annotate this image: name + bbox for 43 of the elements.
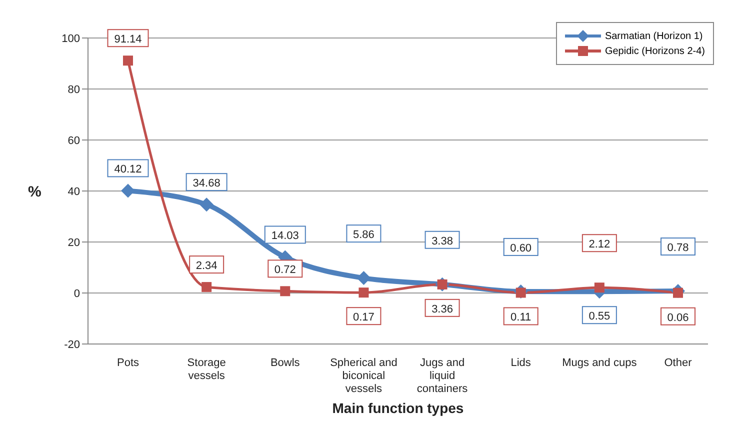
data-label: 40.12 <box>114 164 142 176</box>
x-tick-label: Bowls <box>270 357 300 369</box>
y-tick-label: 20 <box>68 236 80 249</box>
point <box>280 286 290 296</box>
x-tick-label: Storage vessels <box>187 357 226 382</box>
y-tick-label: 60 <box>68 134 80 147</box>
data-label: 2.12 <box>588 238 610 251</box>
x-tick-label: Spherical and biconical vessels <box>330 357 398 395</box>
data-label: 0.11 <box>510 312 532 324</box>
x-axis-title: Main function types <box>332 400 464 416</box>
data-label: 0.72 <box>274 264 296 276</box>
point <box>594 282 604 293</box>
x-tick-label: Jugs and liquid containers <box>416 357 468 395</box>
point <box>200 198 214 212</box>
point <box>123 56 133 66</box>
legend-label: Gepidic (Horizons 2-4) <box>604 46 705 56</box>
data-label: 2.34 <box>196 260 218 272</box>
data-label: 0.60 <box>510 242 532 254</box>
y-axis-title: % <box>28 183 42 200</box>
point <box>358 288 369 298</box>
data-label: 0.78 <box>667 242 689 254</box>
x-tick-label: Mugs and cups <box>562 357 638 369</box>
data-label: 14.03 <box>271 230 299 242</box>
data-label: 0.55 <box>588 310 610 323</box>
data-label: 5.86 <box>353 229 374 242</box>
y-tick-label: 100 <box>62 32 80 45</box>
data-label: 3.38 <box>432 235 453 248</box>
data-label: 34.68 <box>192 178 220 190</box>
y-tick-label: 40 <box>68 186 80 198</box>
x-tick-label: Pots <box>116 357 140 369</box>
data-label: 0.06 <box>667 312 689 324</box>
y-tick-label: 80 <box>68 84 80 96</box>
y-tick-label: 0 <box>74 288 80 300</box>
point <box>356 271 371 286</box>
data-label: 0.17 <box>353 312 374 324</box>
point <box>121 184 135 198</box>
data-label: 91.14 <box>114 34 142 46</box>
y-tick-label: -20 <box>64 338 80 351</box>
data-label: 3.36 <box>432 303 453 316</box>
x-tick-label: Other <box>664 357 692 369</box>
x-tick-label: Lids <box>510 357 532 369</box>
point <box>202 282 212 292</box>
legend-label: Sarmatian (Horizon 1) <box>604 30 703 42</box>
